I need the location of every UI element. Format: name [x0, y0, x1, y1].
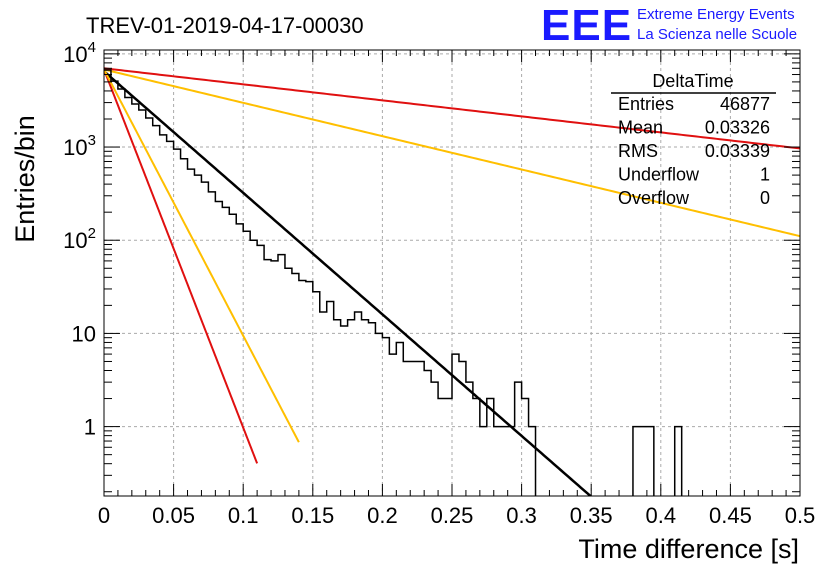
x-tick-label: 0.2 [367, 503, 398, 528]
stats-row-value: 0.03326 [705, 118, 770, 138]
x-tick-label: 0.35 [570, 503, 613, 528]
stats-rows: Entries 46877 Mean 0.03326 RMS 0.03339Underfl… [618, 94, 770, 208]
stats-box: DeltaTime Entries 46877 Mean 0.03326 RMS 0.03… [611, 71, 776, 208]
histogram-outline [104, 69, 683, 496]
x-tick-label: 0.5 [785, 503, 816, 528]
fit-curve-1 [104, 69, 259, 464]
x-tick-label: 0.4 [646, 503, 677, 528]
chart-title: TREV-01-2019-04-17-00030 [86, 13, 364, 38]
y-tick-label: 102 [63, 225, 96, 253]
grid [104, 50, 800, 496]
x-tick-label: 0.1 [228, 503, 259, 528]
stats-row-label: RMS [618, 141, 658, 161]
fit-curve-4 [104, 67, 800, 150]
stats-row-value: 46877 [720, 94, 770, 114]
x-axis-title: Time difference [s] [578, 534, 799, 564]
fit-curve-2 [104, 69, 300, 443]
stats-row-label: Overflow [618, 188, 690, 208]
stats-row-label: Underflow [618, 165, 700, 185]
fit-curves [104, 67, 800, 496]
logo-mark: EEE [541, 1, 632, 50]
y-tick-label: 1 [84, 415, 96, 440]
logo-line-1: Extreme Energy Events [637, 6, 795, 23]
x-axis-ticks: 0 0.05 0.1 0.15 0.2 0.25 0.3 0.35 0.4 0.45 0.5 [98, 50, 815, 528]
fit-curve-3 [104, 68, 800, 238]
y-tick-label: 104 [63, 39, 96, 67]
stats-row-value: 1 [760, 165, 770, 185]
x-tick-label: 0.15 [291, 503, 334, 528]
eee-logo: EEE Extreme Energy Events La Scienza nel… [541, 1, 797, 50]
y-tick-label: 103 [63, 132, 96, 160]
x-tick-label: 0 [98, 503, 110, 528]
stats-row-value: 0 [760, 188, 770, 208]
x-tick-label: 0.45 [709, 503, 752, 528]
y-axis-title: Entries/bin [10, 115, 40, 243]
x-tick-label: 0.25 [431, 503, 474, 528]
logo-line-2: La Scienza nelle Scuole [637, 26, 797, 43]
fit-curve-0 [104, 70, 593, 496]
stats-row-label: Entries [618, 94, 674, 114]
stats-row-value: 0.03339 [705, 141, 770, 161]
y-tick-label: 10 [72, 321, 96, 346]
x-tick-label: 0.05 [152, 503, 195, 528]
stats-row-label: Mean [618, 118, 663, 138]
x-tick-label: 0.3 [506, 503, 537, 528]
stats-name: DeltaTime [652, 71, 733, 91]
histogram [104, 69, 683, 496]
